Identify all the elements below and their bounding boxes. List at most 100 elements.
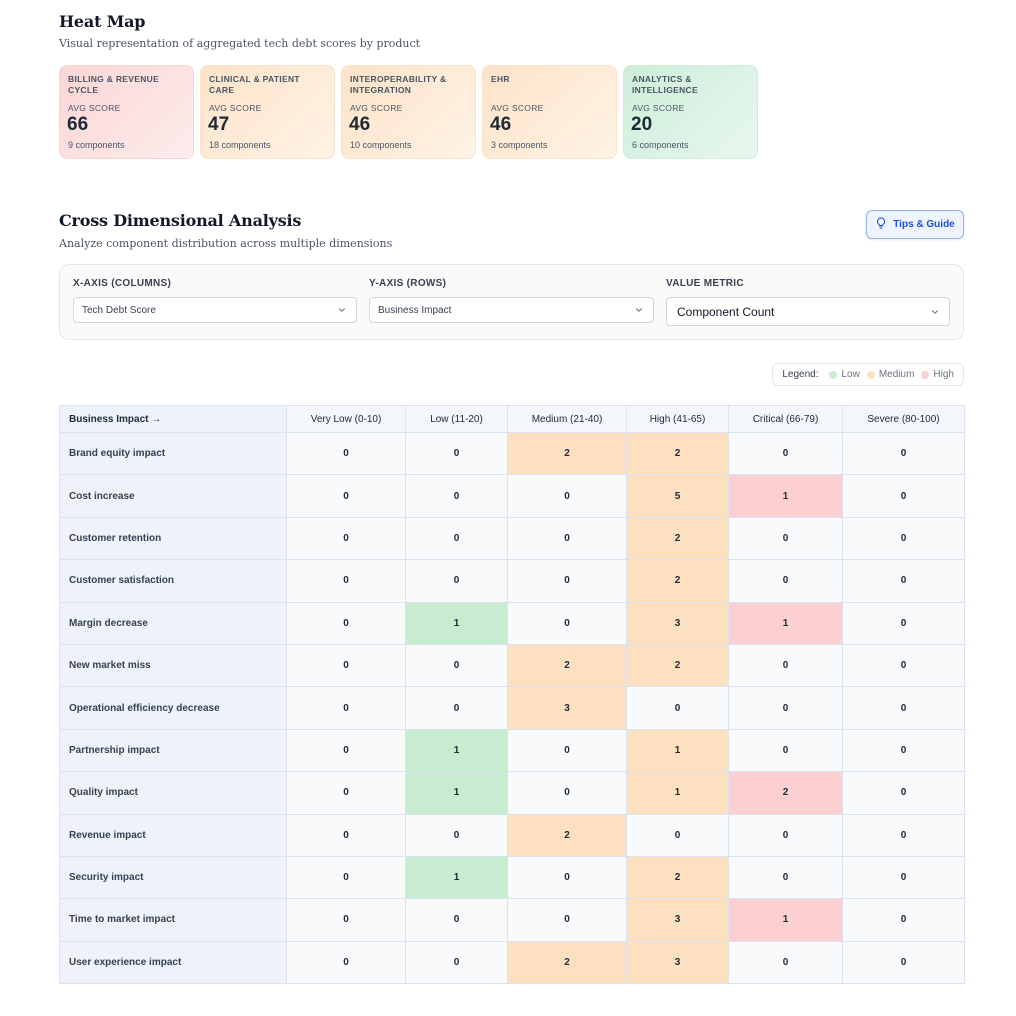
heat-cell[interactable]: 2 bbox=[626, 855, 729, 900]
heat-cell[interactable]: 0 bbox=[286, 855, 406, 900]
heat-cell[interactable]: 2 bbox=[507, 940, 627, 985]
heat-cell[interactable]: 0 bbox=[405, 898, 508, 942]
heat-cell[interactable]: 3 bbox=[626, 940, 729, 985]
heat-cell[interactable]: 0 bbox=[842, 855, 965, 900]
heat-cell[interactable]: 0 bbox=[728, 559, 843, 603]
heat-cell[interactable]: 3 bbox=[626, 601, 729, 645]
heat-cell[interactable]: 0 bbox=[626, 686, 729, 730]
heat-cell[interactable]: 0 bbox=[842, 559, 965, 603]
heat-cell[interactable]: 0 bbox=[626, 813, 729, 857]
heat-cell[interactable]: 0 bbox=[842, 431, 965, 476]
heat-cell[interactable]: 3 bbox=[626, 898, 729, 942]
heat-cell[interactable]: 2 bbox=[728, 771, 843, 815]
heat-cell[interactable]: 3 bbox=[507, 686, 627, 730]
heat-cell[interactable]: 1 bbox=[626, 728, 729, 773]
heat-cell[interactable]: 0 bbox=[286, 898, 406, 942]
heat-cell[interactable]: 0 bbox=[842, 643, 965, 688]
heat-cell[interactable]: 1 bbox=[728, 474, 843, 518]
heat-cell[interactable]: 0 bbox=[842, 940, 965, 985]
heat-cell[interactable]: 0 bbox=[507, 516, 627, 561]
heat-cell[interactable]: 0 bbox=[286, 431, 406, 476]
heat-cell[interactable]: 1 bbox=[405, 728, 508, 773]
product-card[interactable]: EHR AVG SCORE 46 3 components bbox=[482, 65, 617, 159]
heat-cell[interactable]: 0 bbox=[286, 474, 406, 518]
x-axis-select[interactable]: Tech Debt Score bbox=[73, 297, 357, 323]
heat-cell[interactable]: 0 bbox=[286, 559, 406, 603]
heat-cell[interactable]: 0 bbox=[728, 728, 843, 773]
column-header[interactable]: Severe (80-100) bbox=[842, 405, 965, 433]
heat-cell[interactable]: 0 bbox=[405, 643, 508, 688]
heat-cell[interactable]: 0 bbox=[842, 474, 965, 518]
heat-cell[interactable]: 0 bbox=[842, 516, 965, 561]
heat-cell[interactable]: 0 bbox=[286, 686, 406, 730]
heat-cell[interactable]: 0 bbox=[728, 643, 843, 688]
heat-cell[interactable]: 0 bbox=[286, 813, 406, 857]
heat-cell[interactable]: 0 bbox=[507, 855, 627, 900]
product-name: ANALYTICS & INTELLIGENCE bbox=[632, 74, 698, 95]
heat-cell[interactable]: 1 bbox=[405, 601, 508, 645]
heat-cell[interactable]: 1 bbox=[405, 771, 508, 815]
heat-cell[interactable]: 1 bbox=[728, 898, 843, 942]
heat-cell[interactable]: 0 bbox=[286, 516, 406, 561]
heat-cell[interactable]: 2 bbox=[507, 813, 627, 857]
product-card[interactable]: INTEROPERABILITY & INTEGRATION AVG SCORE… bbox=[341, 65, 476, 159]
heat-cell[interactable]: 0 bbox=[728, 940, 843, 985]
heat-cell[interactable]: 2 bbox=[626, 516, 729, 561]
heat-cell[interactable]: 0 bbox=[728, 855, 843, 900]
product-cards: BILLING & REVENUE CYCLE AVG SCORE 66 9 c… bbox=[59, 65, 758, 159]
heat-cell[interactable]: 1 bbox=[626, 771, 729, 815]
heat-cell[interactable]: 0 bbox=[286, 940, 406, 985]
heat-cell[interactable]: 0 bbox=[507, 771, 627, 815]
table-body: Brand equity impact 0 0 2 2 0 0 Cost increase 0 0… bbox=[59, 431, 965, 985]
heat-cell[interactable]: 0 bbox=[405, 516, 508, 561]
column-header[interactable]: Critical (66-79) bbox=[728, 405, 843, 433]
heat-cell[interactable]: 0 bbox=[507, 474, 627, 518]
heat-cell[interactable]: 0 bbox=[728, 686, 843, 730]
column-header[interactable]: Very Low (0-10) bbox=[286, 405, 406, 433]
heat-cell[interactable]: 0 bbox=[405, 940, 508, 985]
row-header: Customer satisfaction bbox=[59, 559, 287, 603]
metric-select[interactable]: Component Count bbox=[666, 297, 950, 326]
heat-cell[interactable]: 0 bbox=[507, 728, 627, 773]
heat-cell[interactable]: 0 bbox=[842, 898, 965, 942]
heat-cell[interactable]: 2 bbox=[626, 643, 729, 688]
product-card[interactable]: BILLING & REVENUE CYCLE AVG SCORE 66 9 c… bbox=[59, 65, 194, 159]
heat-cell[interactable]: 0 bbox=[842, 813, 965, 857]
heat-cell[interactable]: 0 bbox=[286, 771, 406, 815]
heat-cell[interactable]: 0 bbox=[405, 474, 508, 518]
x-axis-value: Tech Debt Score bbox=[82, 304, 156, 316]
heat-cell[interactable]: 0 bbox=[286, 728, 406, 773]
heat-cell[interactable]: 2 bbox=[626, 559, 729, 603]
y-axis-select[interactable]: Business Impact bbox=[369, 297, 654, 323]
heat-cell[interactable]: 1 bbox=[405, 855, 508, 900]
heat-cell[interactable]: 0 bbox=[842, 728, 965, 773]
product-card[interactable]: ANALYTICS & INTELLIGENCE AVG SCORE 20 6 … bbox=[623, 65, 758, 159]
heat-cell[interactable]: 0 bbox=[405, 559, 508, 603]
heat-cell[interactable]: 0 bbox=[405, 813, 508, 857]
product-card[interactable]: CLINICAL & PATIENT CARE AVG SCORE 47 18 … bbox=[200, 65, 335, 159]
heat-cell[interactable]: 0 bbox=[728, 431, 843, 476]
heat-cell[interactable]: 0 bbox=[842, 771, 965, 815]
column-header[interactable]: High (41-65) bbox=[626, 405, 729, 433]
heat-cell[interactable]: 0 bbox=[728, 813, 843, 857]
heat-cell[interactable]: 2 bbox=[626, 431, 729, 476]
heat-cell[interactable]: 1 bbox=[728, 601, 843, 645]
row-header: Revenue impact bbox=[59, 813, 287, 857]
heat-cell[interactable]: 5 bbox=[626, 474, 729, 518]
column-header[interactable]: Low (11-20) bbox=[405, 405, 508, 433]
heat-cell[interactable]: 0 bbox=[286, 601, 406, 645]
heat-cell[interactable]: 2 bbox=[507, 431, 627, 476]
heat-cell[interactable]: 0 bbox=[507, 898, 627, 942]
lightbulb-icon bbox=[875, 217, 887, 232]
heat-cell[interactable]: 0 bbox=[842, 601, 965, 645]
heat-cell[interactable]: 0 bbox=[728, 516, 843, 561]
heat-cell[interactable]: 0 bbox=[507, 601, 627, 645]
heat-cell[interactable]: 0 bbox=[405, 431, 508, 476]
heat-cell[interactable]: 0 bbox=[842, 686, 965, 730]
heat-cell[interactable]: 0 bbox=[405, 686, 508, 730]
heat-cell[interactable]: 2 bbox=[507, 643, 627, 688]
tips-guide-button[interactable]: Tips & Guide bbox=[866, 210, 964, 239]
heat-cell[interactable]: 0 bbox=[286, 643, 406, 688]
heat-cell[interactable]: 0 bbox=[507, 559, 627, 603]
column-header[interactable]: Medium (21-40) bbox=[507, 405, 627, 433]
